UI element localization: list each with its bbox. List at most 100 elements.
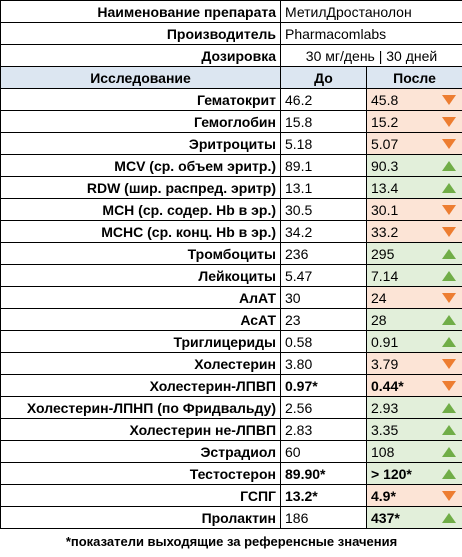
value-after: > 120* <box>365 462 462 485</box>
value-after-text: 24 <box>371 289 387 306</box>
value-after-text: 15.2 <box>371 113 399 130</box>
value-after-text: 2.93 <box>371 399 399 416</box>
test-name: АлАТ <box>0 286 281 309</box>
test-name: RDW (шир. распред. эритр) <box>0 176 281 199</box>
value-after-text: 295 <box>371 245 395 262</box>
value-before: 2.83 <box>280 418 367 441</box>
drug-value: МетилДростанолон <box>279 0 462 23</box>
table-row: АсАТ 23 28 <box>0 308 462 331</box>
value-before: 186 <box>280 506 367 529</box>
table-row: ГСПГ 13.2* 4.9* <box>0 484 462 507</box>
value-before: 0.58 <box>280 330 367 353</box>
value-before: 236 <box>280 242 367 265</box>
table-row: MCV (ср. объем эритр.) 89.1 90.3 <box>0 154 462 177</box>
test-name: MCHC (ср. конц. Hb в эр.) <box>0 220 281 243</box>
value-before: 46.2 <box>280 88 367 111</box>
value-after: 13.4 <box>365 176 462 199</box>
test-name: Триглицериды <box>0 330 281 353</box>
arrow-down-icon <box>442 226 457 237</box>
value-after: 3.79 <box>365 352 462 375</box>
test-name: Эстрадиол <box>0 440 281 463</box>
arrow-up-icon <box>442 424 457 435</box>
arrow-down-icon <box>442 94 457 105</box>
value-after: 28 <box>365 308 462 331</box>
arrow-up-icon <box>442 314 457 325</box>
value-before: 5.18 <box>280 132 367 155</box>
arrow-down-icon <box>442 490 457 501</box>
test-name: Холестерин <box>0 352 281 375</box>
value-before: 0.97* <box>280 374 367 397</box>
arrow-down-icon <box>442 138 457 149</box>
test-name: АсАТ <box>0 308 281 331</box>
arrow-up-icon <box>442 248 457 259</box>
value-after-text: 0.44* <box>371 377 404 394</box>
arrow-down-icon <box>442 358 457 369</box>
arrow-up-icon <box>442 160 457 171</box>
table-row: Эстрадиол 60 108 <box>0 440 462 463</box>
value-after-text: > 120* <box>371 465 412 482</box>
test-name: Холестерин-ЛПВП <box>0 374 281 397</box>
table-row: MCHC (ср. конц. Hb в эр.) 34.2 33.2 <box>0 220 462 243</box>
value-before: 30 <box>280 286 367 309</box>
table-row: АлАТ 30 24 <box>0 286 462 309</box>
test-name: Холестерин не-ЛПВП <box>0 418 281 441</box>
value-before: 13.2* <box>280 484 367 507</box>
value-before: 15.8 <box>280 110 367 133</box>
value-after: 5.07 <box>365 132 462 155</box>
arrow-up-icon <box>442 182 457 193</box>
arrow-up-icon <box>442 446 457 457</box>
value-before: 13.1 <box>280 176 367 199</box>
value-after-text: 7.14 <box>371 267 399 284</box>
maker-value: Pharmacomlabs <box>279 22 462 45</box>
table-row: Тромбоциты 236 295 <box>0 242 462 265</box>
table-row: Холестерин не-ЛПВП 2.83 3.35 <box>0 418 462 441</box>
value-after: 30.1 <box>365 198 462 221</box>
test-name: Пролактин <box>0 506 281 529</box>
table-row: Холестерин-ЛПВП 0.97* 0.44* <box>0 374 462 397</box>
arrow-up-icon <box>442 512 457 523</box>
table-row: Лейкоциты 5.47 7.14 <box>0 264 462 287</box>
header-row: Исследование До После <box>0 66 462 89</box>
test-name: MCH (ср. содер. Hb в эр.) <box>0 198 281 221</box>
value-after-text: 33.2 <box>371 223 399 240</box>
value-after-text: 28 <box>371 311 387 328</box>
value-after-text: 4.9* <box>371 487 396 504</box>
value-after: 7.14 <box>365 264 462 287</box>
value-after-text: 3.79 <box>371 355 399 372</box>
value-after: 15.2 <box>365 110 462 133</box>
value-after: 108 <box>365 440 462 463</box>
value-after-text: 437* <box>371 509 400 526</box>
dose-row: Дозировка 30 мг/день | 30 дней <box>0 44 462 67</box>
header-test: Исследование <box>0 66 281 89</box>
test-name: MCV (ср. объем эритр.) <box>0 154 281 177</box>
dose-label: Дозировка <box>0 44 281 67</box>
arrow-down-icon <box>442 204 457 215</box>
test-name: Эритроциты <box>0 132 281 155</box>
value-after: 437* <box>365 506 462 529</box>
table-row: Тестостерон 89.90* > 120* <box>0 462 462 485</box>
value-after: 2.93 <box>365 396 462 419</box>
arrow-down-icon <box>442 116 457 127</box>
value-after-text: 5.07 <box>371 135 399 152</box>
test-name: Тромбоциты <box>0 242 281 265</box>
table-row: Гематокрит 46.2 45.8 <box>0 88 462 111</box>
table-row: Триглицериды 0.58 0.91 <box>0 330 462 353</box>
test-name: Гематокрит <box>0 88 281 111</box>
value-before: 5.47 <box>280 264 367 287</box>
value-before: 34.2 <box>280 220 367 243</box>
test-name: ГСПГ <box>0 484 281 507</box>
maker-label: Производитель <box>0 22 281 45</box>
value-before: 89.1 <box>280 154 367 177</box>
table-row: Эритроциты 5.18 5.07 <box>0 132 462 155</box>
value-after-text: 3.35 <box>371 421 399 438</box>
value-after-text: 30.1 <box>371 201 399 218</box>
arrow-up-icon <box>442 402 457 413</box>
drug-label: Наименование препарата <box>0 0 281 23</box>
value-after: 45.8 <box>365 88 462 111</box>
arrow-down-icon <box>442 292 457 303</box>
value-after-text: 45.8 <box>371 91 399 108</box>
value-after: 33.2 <box>365 220 462 243</box>
test-name: Холестерин-ЛПНП (по Фридвальду) <box>0 396 281 419</box>
arrow-down-icon <box>442 380 457 391</box>
